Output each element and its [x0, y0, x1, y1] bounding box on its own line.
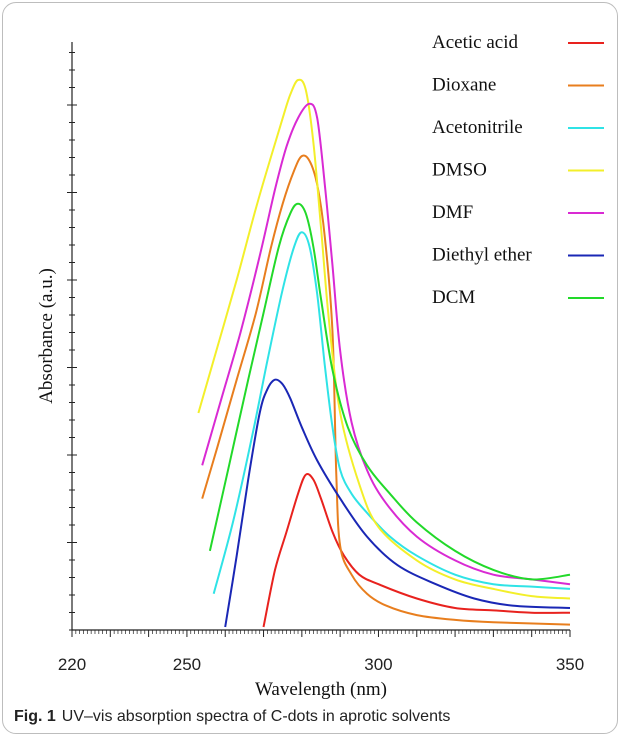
- series-line-acetic-acid: [262, 472, 571, 628]
- y-axis-label: Absorbance (a.u.): [36, 268, 57, 404]
- uv-vis-chart: 220 250 300 350 Acetic acid Dioxane Acetonitr…: [36, 32, 604, 700]
- legend-label-dmso: DMSO: [432, 160, 487, 181]
- x-tick-label: 350: [556, 655, 584, 674]
- series-line-dmso: [197, 78, 571, 600]
- series-line-dcm: [208, 202, 571, 581]
- x-tick-label: 300: [364, 655, 392, 674]
- legend-label-dmf: DMF: [432, 202, 473, 223]
- series-line-dioxane: [201, 154, 571, 626]
- series-lines: [197, 78, 571, 628]
- legend-label-dioxane: Dioxane: [432, 75, 496, 96]
- legend-label-acetic-acid: Acetic acid: [432, 32, 518, 53]
- x-tick-label: 220: [58, 655, 86, 674]
- legend-label-dcm: DCM: [432, 287, 475, 308]
- x-axis-label: Wavelength (nm): [255, 679, 387, 700]
- figure-caption: Fig. 1 UV–vis absorption spectra of C-dot…: [14, 708, 450, 726]
- series-line-dmf: [201, 102, 571, 586]
- caption-text: UV–vis absorption spectra of C-dots in a…: [61, 708, 451, 725]
- legend-label-diethyl-ether: Diethyl ether: [432, 245, 532, 266]
- legend-label-acetonitrile: Acetonitrile: [432, 117, 523, 138]
- caption-label: Fig. 1: [14, 708, 56, 725]
- legend: Acetic acid Dioxane Acetonitrile DMSO DMF Die…: [432, 32, 604, 308]
- axes: 220 250 300 350: [58, 42, 584, 674]
- series-line-diethyl-ether: [224, 378, 571, 628]
- series-line-acetonitrile: [212, 231, 571, 594]
- x-tick-label: 250: [173, 655, 201, 674]
